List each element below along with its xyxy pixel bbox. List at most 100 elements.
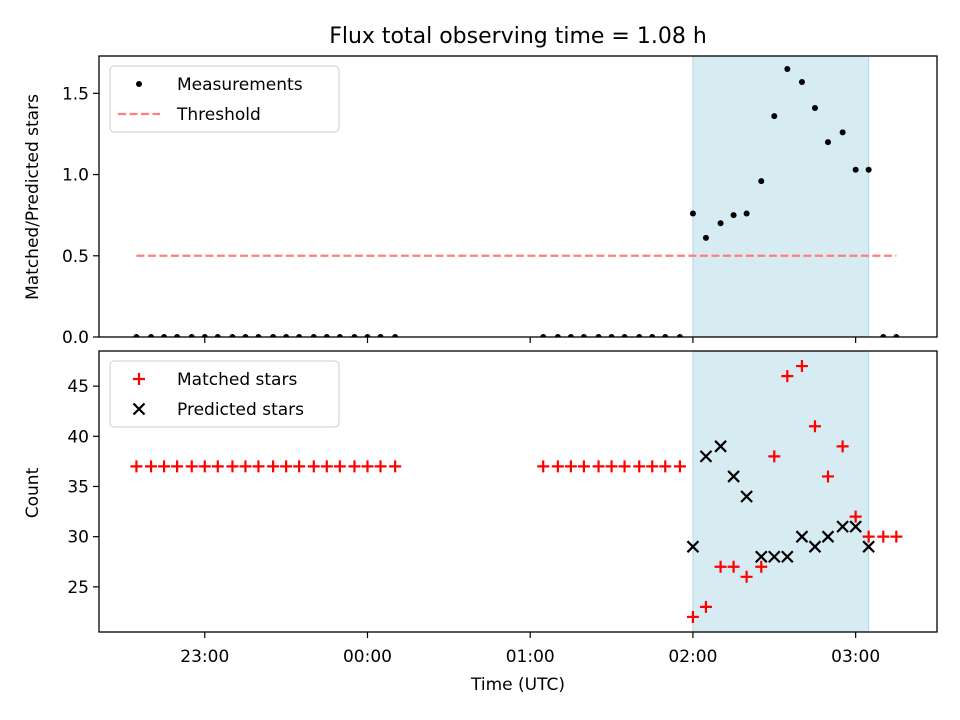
predicted-star-point (754, 550, 768, 564)
top-panel: 0.0 0.5 1.0 1.5 Measurements Threshold (62, 55, 938, 348)
top-y-tick-label: 1.0 (62, 166, 89, 186)
bottom-legend: Matched stars Predicted stars (109, 360, 340, 428)
x-tick-label: 00:00 (343, 647, 392, 667)
matched-star-point (633, 460, 646, 473)
predicted-star-point (686, 540, 700, 553)
matched-star-point (659, 460, 672, 473)
matched-star-point (808, 420, 821, 433)
measurement-point (702, 234, 709, 241)
predicted-star-point (821, 530, 835, 543)
matched-star-point (862, 530, 875, 543)
matched-star-point (849, 510, 862, 523)
matched-star-point (171, 460, 184, 473)
measurement-point (676, 334, 683, 337)
measurement-point (771, 113, 778, 120)
measurement-point (161, 334, 168, 337)
measurement-point (621, 334, 628, 337)
matched-star-point (280, 460, 293, 473)
measurement-point (540, 334, 547, 337)
measurement-point (595, 334, 602, 337)
measurement-point (174, 334, 181, 337)
measurement-point (784, 65, 791, 72)
matched-star-point (267, 460, 280, 473)
measurement-point (893, 334, 900, 337)
measurement-point (554, 334, 561, 337)
matched-star-point (646, 460, 659, 473)
measurement-point (798, 78, 805, 85)
measurement-point (148, 334, 155, 337)
bottom-legend-label: Predicted stars (177, 400, 304, 420)
matched-star-point (252, 460, 265, 473)
measurement-point (824, 139, 831, 146)
predicted-star-point (768, 550, 781, 564)
bottom-panel: 25 30 35 40 45 23:00 00:00 01:00 02:00 03:00 Match… (67, 350, 938, 667)
matched-star-point (618, 460, 631, 473)
matched-star-point (890, 530, 903, 543)
bottom-plot-area (130, 360, 903, 623)
matched-star-point (145, 460, 158, 473)
matched-star-point (768, 450, 781, 463)
matched-star-point (836, 440, 849, 453)
matched-star-point (877, 530, 890, 543)
matched-star-point (755, 560, 768, 573)
predicted-star-point (699, 450, 713, 463)
matched-star-point (307, 460, 320, 473)
bottom-y-tick-label: 25 (67, 578, 89, 598)
measurement-point (336, 334, 343, 337)
bottom-axes-frame (98, 350, 938, 633)
matched-star-point (821, 470, 834, 483)
measurement-point (188, 334, 195, 337)
matched-star-point (361, 460, 374, 473)
measurement-point (229, 334, 236, 337)
measurement-point (323, 334, 330, 337)
bottom-y-tick-label: 30 (67, 528, 89, 548)
measurement-point (201, 334, 208, 337)
matched-star-point (198, 460, 211, 473)
matched-star-point (348, 460, 361, 473)
matched-star-point (333, 460, 346, 473)
measurement-point (364, 334, 371, 337)
measurement-point (743, 210, 750, 217)
measurement-point (636, 334, 643, 337)
matched-star-point (537, 460, 550, 473)
bottom-y-tick-label: 40 (67, 427, 89, 447)
bottom-y-tick-label: 45 (67, 377, 89, 397)
measurement-point (392, 334, 399, 337)
matched-star-point (714, 560, 727, 573)
top-axes-frame (98, 55, 938, 338)
matched-star-point (226, 460, 239, 473)
matched-star-point (211, 460, 224, 473)
top-legend-box (109, 65, 340, 133)
top-y-tick-label: 1.5 (62, 84, 89, 104)
measurement-point (852, 166, 859, 173)
matched-star-point (293, 460, 306, 473)
x-tick-label: 03:00 (831, 647, 880, 667)
top-legend: Measurements Threshold (109, 65, 340, 133)
measurement-point (608, 334, 615, 337)
measurement-point (351, 334, 358, 337)
bottom-series-0 (130, 360, 903, 623)
matched-star-point (781, 370, 794, 383)
matched-star-point (740, 570, 753, 583)
chart-title: Flux total observing time = 1.08 h (329, 24, 707, 49)
bottom-y-axis-label: Count (23, 467, 43, 518)
predicted-star-point (781, 550, 794, 564)
measurement-point (377, 334, 384, 337)
bottom-series-1 (686, 440, 875, 564)
matched-star-point (686, 610, 699, 623)
matched-star-point (320, 460, 333, 473)
matched-star-point (389, 460, 402, 473)
legend-dot-marker (136, 81, 142, 87)
matched-star-point (158, 460, 171, 473)
top-plot-area (133, 65, 900, 337)
top-y-tick-label: 0.5 (62, 247, 89, 267)
bottom-legend-box (109, 360, 340, 428)
measurement-point (758, 178, 765, 185)
predicted-star-point (740, 490, 753, 503)
measurement-point (811, 104, 818, 111)
measurement-point (310, 334, 317, 337)
predicted-star-point (714, 440, 727, 453)
legend-plus-marker (133, 373, 145, 385)
measurement-point (296, 334, 303, 337)
measurement-point (270, 334, 277, 337)
